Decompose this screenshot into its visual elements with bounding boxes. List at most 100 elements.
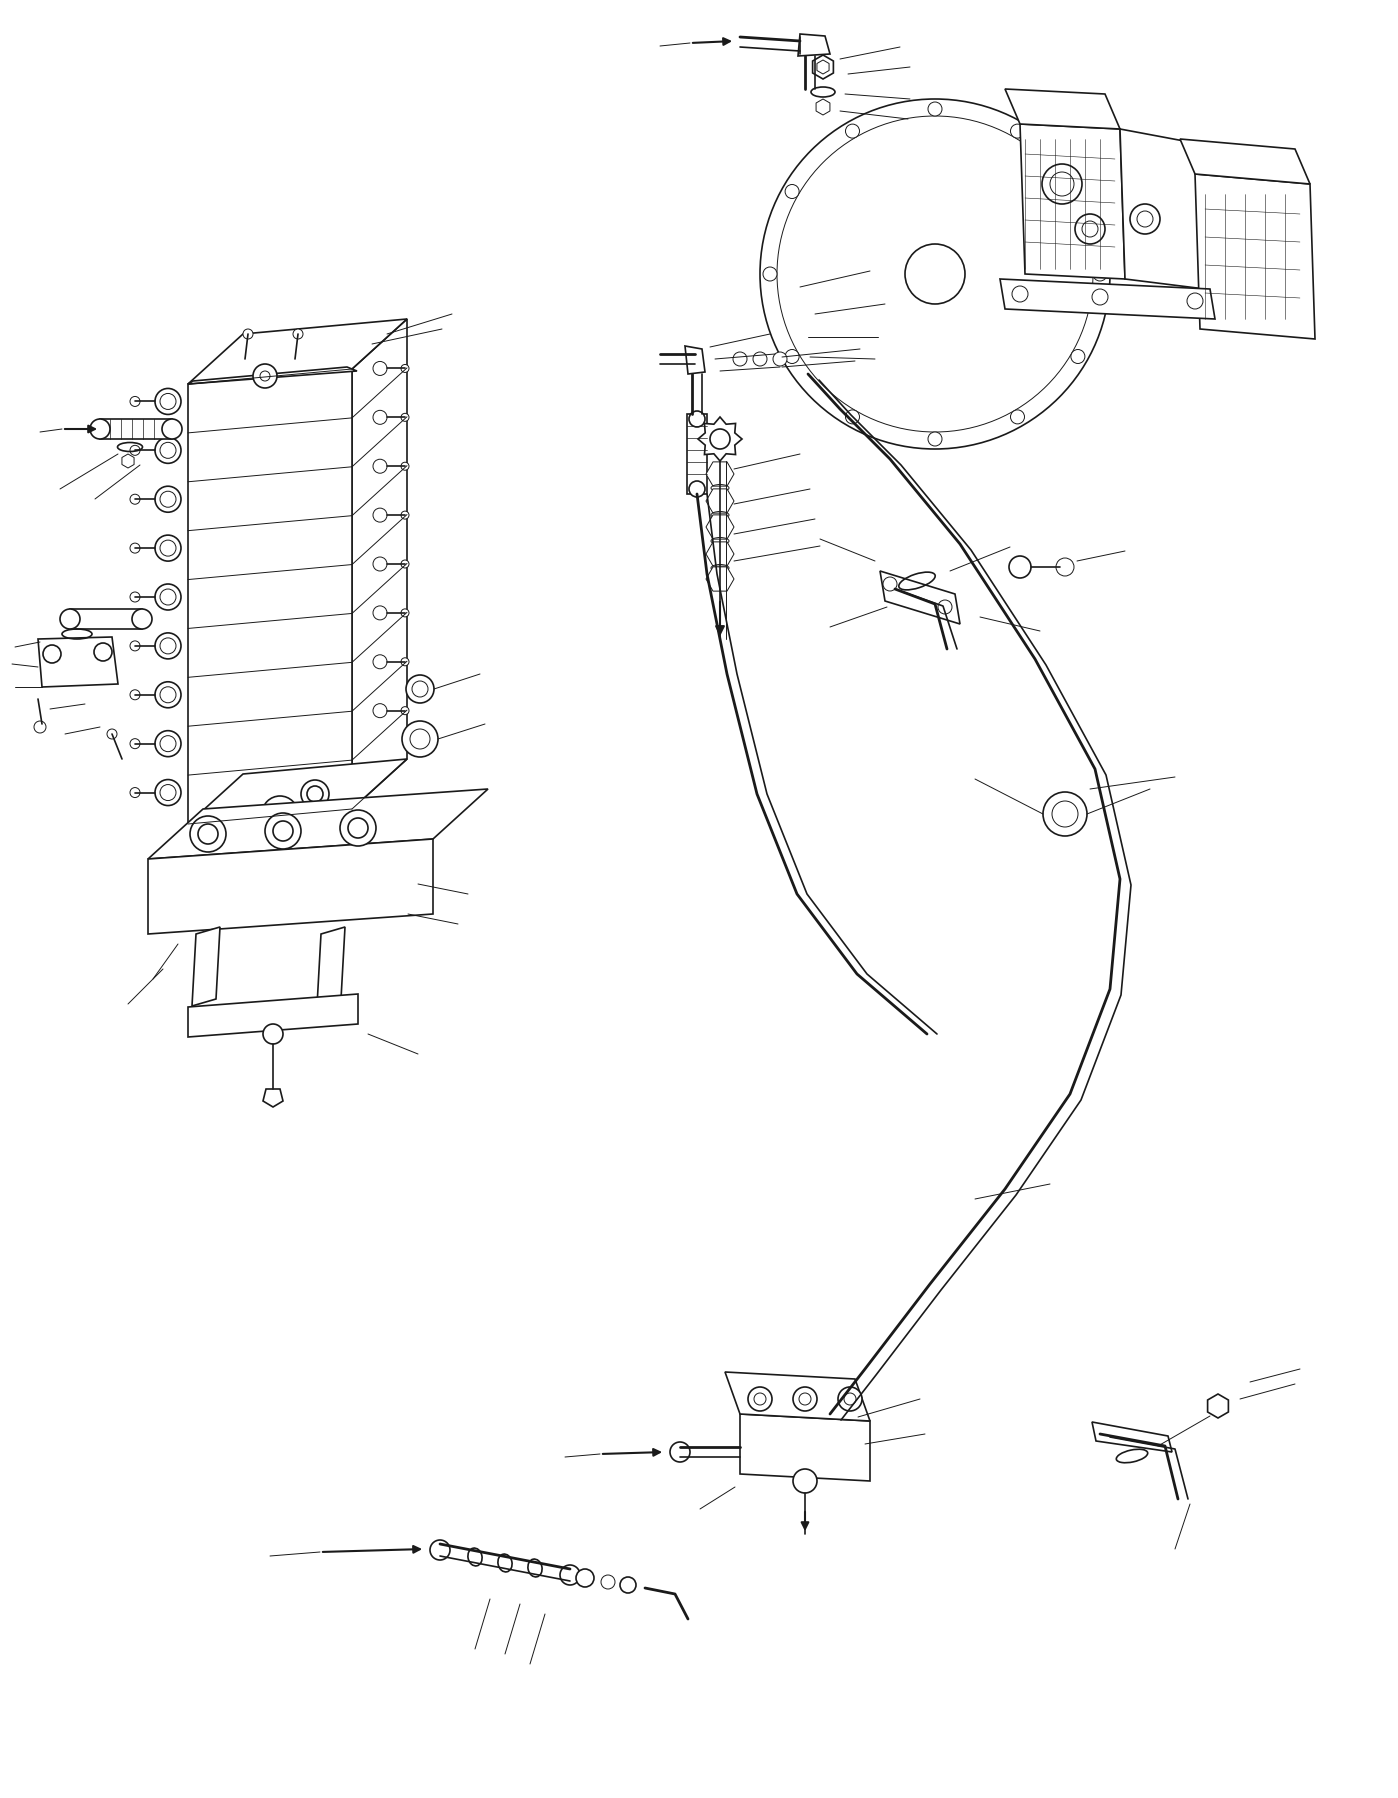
Circle shape (601, 1575, 615, 1589)
Circle shape (1130, 205, 1160, 236)
Circle shape (155, 487, 180, 512)
Circle shape (1053, 802, 1078, 827)
Circle shape (905, 245, 965, 306)
Polygon shape (1120, 129, 1205, 289)
Circle shape (1075, 216, 1104, 245)
Circle shape (401, 658, 410, 667)
Circle shape (1043, 793, 1088, 836)
Circle shape (1137, 212, 1153, 228)
Circle shape (561, 1564, 580, 1586)
Circle shape (130, 593, 140, 602)
Circle shape (260, 372, 270, 381)
Circle shape (253, 365, 277, 388)
Polygon shape (38, 638, 117, 687)
Circle shape (89, 419, 110, 441)
Polygon shape (706, 516, 734, 539)
Circle shape (155, 536, 180, 561)
Circle shape (130, 446, 140, 457)
Circle shape (162, 419, 182, 441)
Circle shape (837, 1388, 863, 1411)
Circle shape (1042, 165, 1082, 205)
Polygon shape (812, 56, 833, 79)
Polygon shape (1208, 1393, 1229, 1419)
Polygon shape (148, 789, 488, 859)
Circle shape (401, 561, 410, 568)
Circle shape (266, 813, 301, 849)
Circle shape (159, 590, 176, 606)
Circle shape (793, 1388, 816, 1411)
Polygon shape (187, 320, 407, 385)
Polygon shape (879, 572, 960, 624)
Circle shape (938, 601, 952, 615)
Circle shape (1055, 559, 1074, 577)
Circle shape (710, 430, 730, 450)
Circle shape (1071, 351, 1085, 365)
Polygon shape (685, 347, 705, 374)
Polygon shape (798, 34, 830, 58)
Polygon shape (352, 320, 407, 809)
Polygon shape (816, 61, 829, 76)
Polygon shape (187, 994, 358, 1037)
Circle shape (308, 786, 323, 802)
Polygon shape (263, 1090, 282, 1108)
Circle shape (403, 721, 438, 757)
Circle shape (130, 690, 140, 701)
Circle shape (270, 804, 289, 825)
Circle shape (1009, 557, 1030, 579)
Circle shape (301, 780, 329, 809)
Polygon shape (726, 1372, 870, 1420)
Polygon shape (1195, 174, 1316, 340)
Circle shape (401, 414, 410, 423)
Circle shape (131, 610, 152, 629)
Circle shape (412, 681, 428, 698)
Circle shape (130, 642, 140, 651)
Circle shape (373, 509, 387, 523)
Circle shape (60, 610, 80, 629)
Polygon shape (317, 928, 345, 1007)
Circle shape (405, 676, 433, 703)
Circle shape (401, 365, 410, 374)
Polygon shape (740, 1415, 870, 1482)
Circle shape (401, 707, 410, 716)
Circle shape (159, 638, 176, 654)
Circle shape (155, 683, 180, 708)
Circle shape (1093, 268, 1107, 282)
Circle shape (155, 584, 180, 611)
Polygon shape (1000, 280, 1215, 320)
Circle shape (689, 482, 705, 498)
Circle shape (928, 102, 942, 117)
Circle shape (43, 645, 62, 663)
Circle shape (263, 1025, 282, 1045)
Circle shape (373, 460, 387, 475)
Polygon shape (816, 101, 830, 115)
Circle shape (199, 825, 218, 845)
Circle shape (243, 329, 253, 340)
Circle shape (34, 721, 46, 734)
Circle shape (130, 494, 140, 505)
Circle shape (273, 822, 294, 841)
Polygon shape (706, 462, 734, 487)
Polygon shape (1005, 90, 1120, 129)
Circle shape (786, 185, 800, 200)
Circle shape (130, 788, 140, 798)
Circle shape (373, 705, 387, 717)
Circle shape (401, 512, 410, 520)
Polygon shape (187, 759, 407, 825)
Circle shape (373, 412, 387, 424)
Circle shape (348, 818, 368, 838)
Circle shape (401, 610, 410, 617)
Circle shape (155, 780, 180, 806)
Circle shape (800, 1393, 811, 1406)
Circle shape (94, 644, 112, 662)
Circle shape (431, 1541, 450, 1561)
Circle shape (619, 1577, 636, 1593)
Circle shape (670, 1442, 691, 1462)
Circle shape (1050, 173, 1074, 198)
Polygon shape (706, 568, 734, 592)
Circle shape (373, 656, 387, 669)
Polygon shape (706, 543, 734, 566)
Polygon shape (706, 489, 734, 514)
Circle shape (793, 1469, 816, 1492)
Circle shape (928, 433, 942, 446)
Circle shape (155, 633, 180, 660)
